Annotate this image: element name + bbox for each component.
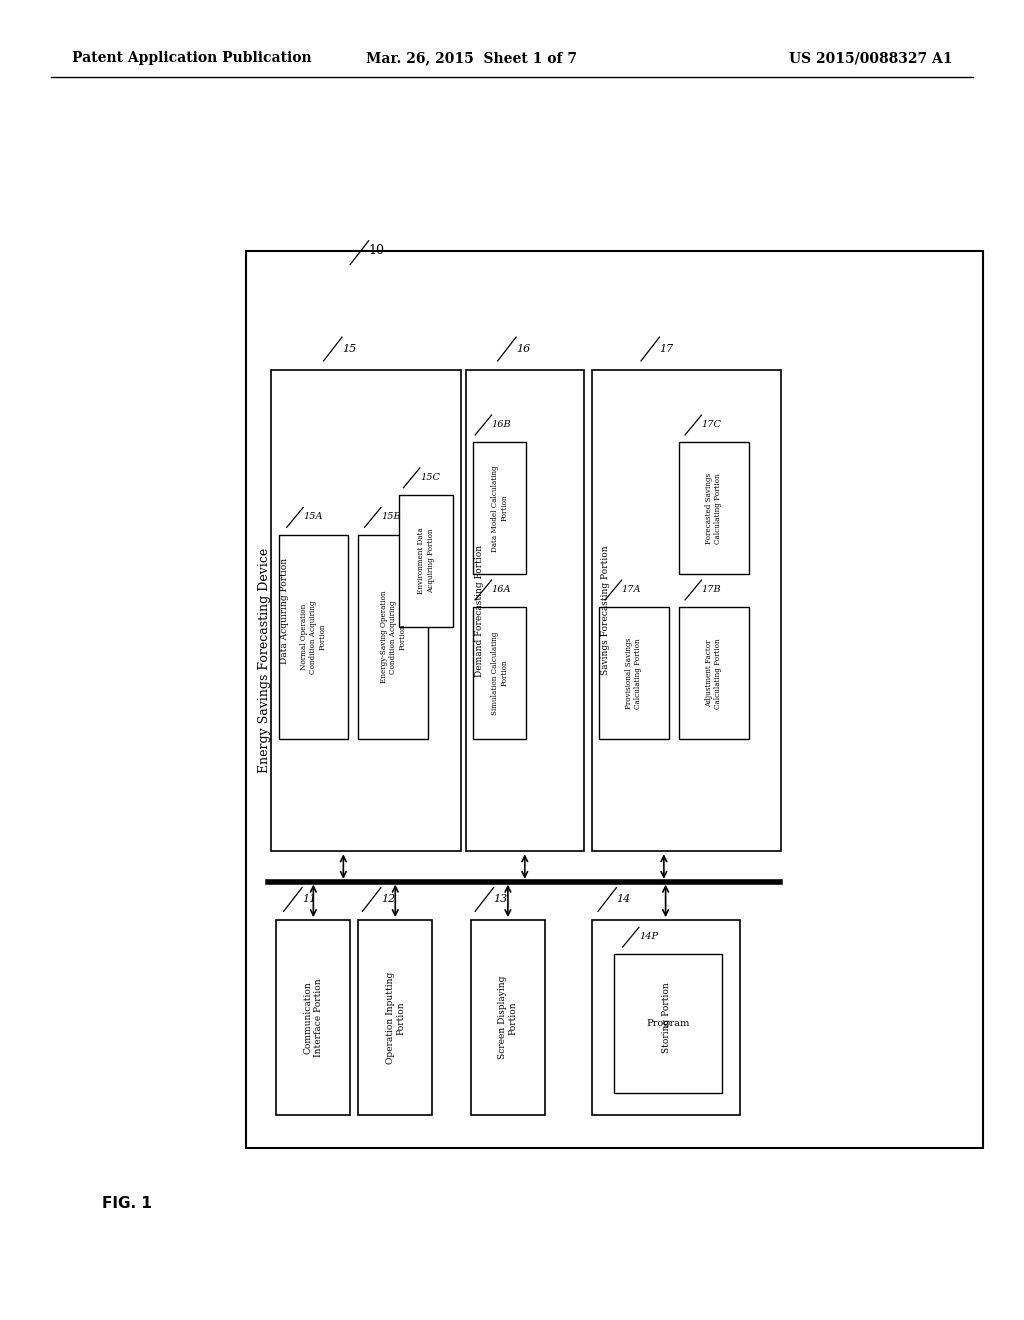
Text: 16B: 16B xyxy=(492,420,511,429)
Bar xyxy=(279,535,348,739)
Text: 17C: 17C xyxy=(701,420,722,429)
Text: 17: 17 xyxy=(659,343,674,354)
Text: Communication
Interface Portion: Communication Interface Portion xyxy=(304,978,323,1057)
Text: Patent Application Publication: Patent Application Publication xyxy=(72,51,311,65)
Text: Demand Forecasting Portion: Demand Forecasting Portion xyxy=(475,544,483,677)
Text: Mar. 26, 2015  Sheet 1 of 7: Mar. 26, 2015 Sheet 1 of 7 xyxy=(366,51,577,65)
Text: Provisional Savings
Calculating Portion: Provisional Savings Calculating Portion xyxy=(626,638,642,709)
Text: 15: 15 xyxy=(342,343,356,354)
Text: Energy Savings Forecasting Device: Energy Savings Forecasting Device xyxy=(258,548,270,772)
Text: 10: 10 xyxy=(369,244,385,257)
Bar xyxy=(614,954,722,1093)
Text: US 2015/0088327 A1: US 2015/0088327 A1 xyxy=(788,51,952,65)
Bar xyxy=(358,920,432,1115)
Text: Adjustment Factor
Calculating Portion: Adjustment Factor Calculating Portion xyxy=(706,638,722,709)
Text: Forecasted Savings
Calculating Portion: Forecasted Savings Calculating Portion xyxy=(706,473,722,544)
Text: Data Acquiring Portion: Data Acquiring Portion xyxy=(281,557,289,664)
Text: 15B: 15B xyxy=(381,512,400,521)
Bar xyxy=(471,920,545,1115)
Text: 13: 13 xyxy=(494,894,508,904)
Text: 16: 16 xyxy=(516,343,530,354)
Text: 11: 11 xyxy=(302,894,316,904)
Text: 17B: 17B xyxy=(701,585,721,594)
Text: Normal Operation
Condition Acquiring
Portion: Normal Operation Condition Acquiring Por… xyxy=(300,601,327,673)
Bar xyxy=(592,920,740,1115)
Bar xyxy=(271,370,461,851)
Text: Energy-Saving Operation
Condition Acquiring
Portion: Energy-Saving Operation Condition Acquir… xyxy=(380,590,407,684)
Bar xyxy=(246,251,983,1148)
Bar xyxy=(399,495,453,627)
Text: 17A: 17A xyxy=(622,585,641,594)
Text: Operation Inputting
Portion: Operation Inputting Portion xyxy=(386,972,404,1064)
Bar xyxy=(473,607,526,739)
Bar xyxy=(466,370,584,851)
Text: 15C: 15C xyxy=(420,473,440,482)
Text: Data Model Calculating
Portion: Data Model Calculating Portion xyxy=(492,465,508,552)
Text: 15A: 15A xyxy=(303,512,323,521)
Text: Simulation Calculating
Portion: Simulation Calculating Portion xyxy=(492,631,508,715)
Text: 12: 12 xyxy=(381,894,395,904)
Bar xyxy=(358,535,428,739)
Bar xyxy=(473,442,526,574)
Bar xyxy=(679,442,749,574)
Text: FIG. 1: FIG. 1 xyxy=(102,1196,153,1212)
Text: 16A: 16A xyxy=(492,585,511,594)
Bar xyxy=(599,607,669,739)
Text: 14P: 14P xyxy=(639,932,658,941)
Bar xyxy=(679,607,749,739)
Bar xyxy=(276,920,350,1115)
Text: Storing Portion: Storing Portion xyxy=(662,982,671,1053)
Bar xyxy=(592,370,781,851)
Text: Environment Data
Acquiring Portion: Environment Data Acquiring Portion xyxy=(418,528,434,594)
Text: Program: Program xyxy=(646,1019,690,1028)
Text: Savings Forecasting Portion: Savings Forecasting Portion xyxy=(601,545,609,676)
Text: Screen Displaying
Portion: Screen Displaying Portion xyxy=(499,975,517,1060)
Text: 14: 14 xyxy=(616,894,631,904)
